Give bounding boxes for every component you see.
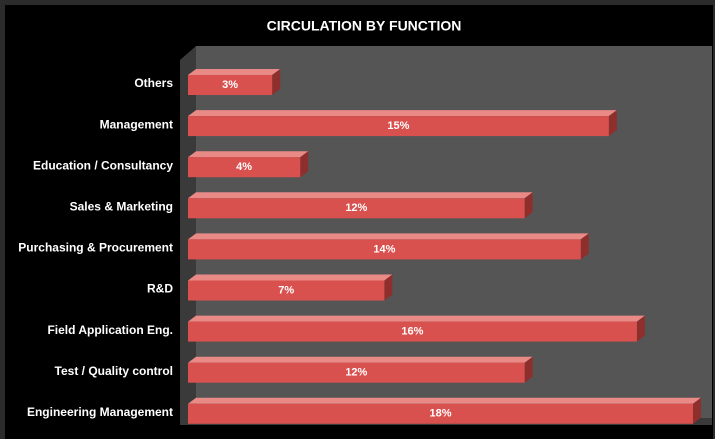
chart-title: CIRCULATION BY FUNCTION	[267, 18, 462, 34]
data-label: 12%	[345, 202, 367, 214]
category-label: Sales & Marketing	[70, 199, 173, 213]
bar	[188, 116, 609, 137]
data-label: 15%	[387, 120, 409, 132]
bar	[188, 198, 525, 219]
category-label: R&D	[147, 282, 173, 296]
category-label: Others	[134, 76, 173, 90]
data-label: 12%	[345, 367, 367, 379]
bar-top	[188, 315, 645, 322]
bar-top	[188, 69, 281, 75]
data-label: 18%	[429, 408, 451, 420]
bar-side	[384, 274, 393, 301]
data-label: 14%	[373, 243, 395, 255]
bar-top	[188, 151, 309, 158]
data-label: 16%	[401, 326, 423, 338]
category-label: Management	[100, 117, 173, 131]
bar-side	[608, 110, 617, 137]
bar	[188, 403, 693, 424]
bar-side	[636, 315, 645, 342]
bar	[188, 75, 273, 95]
bar-top	[188, 233, 589, 240]
data-label: 4%	[236, 161, 252, 173]
bar-side	[580, 233, 589, 260]
category-label: Education / Consultancy	[33, 158, 173, 172]
category-label: Purchasing & Procurement	[18, 241, 173, 255]
bar-side	[524, 192, 533, 219]
bar-top	[188, 397, 701, 404]
bar	[188, 239, 581, 260]
category-label: Engineering Management	[27, 405, 173, 419]
bar-side	[272, 69, 281, 95]
bar	[188, 362, 525, 383]
bar	[188, 280, 385, 301]
bar-side	[524, 356, 533, 383]
bar-side	[300, 151, 309, 178]
bar-top	[188, 274, 393, 281]
bar-side	[693, 397, 701, 424]
data-label: 3%	[222, 79, 238, 91]
bar	[188, 157, 301, 178]
bar-top	[188, 356, 533, 363]
category-label: Field Application Eng.	[47, 323, 173, 337]
bar-top	[188, 192, 533, 199]
bar	[188, 321, 637, 342]
bar-top	[188, 110, 617, 117]
plot-wall	[196, 46, 712, 418]
data-label: 7%	[278, 284, 294, 296]
category-label: Test / Quality control	[55, 364, 173, 378]
